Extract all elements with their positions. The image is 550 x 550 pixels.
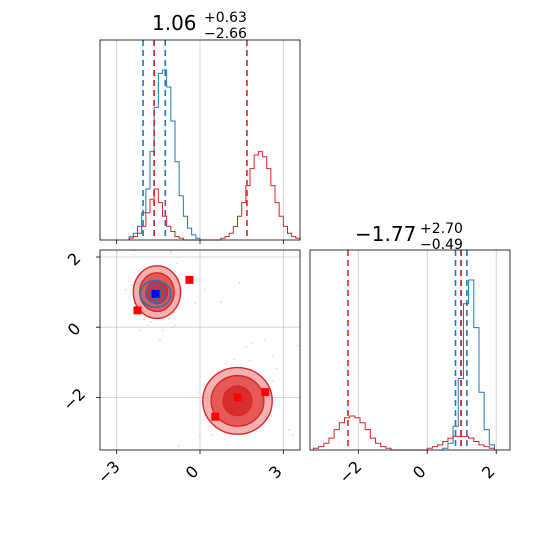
marginal-x-title: 1.06 — [152, 11, 197, 35]
scatter-point — [204, 288, 207, 291]
scatter-point — [177, 445, 180, 448]
scatter-point — [288, 429, 291, 432]
blue-contour-level-2 — [145, 284, 167, 304]
marginal-x-title-upper: +0.63 — [204, 10, 247, 26]
scatter-point — [196, 391, 199, 394]
scatter-point — [250, 341, 253, 344]
scatter-point — [138, 329, 141, 332]
marginal-y-panel: −2 0 2 −1.77 +2.70 −0.49 — [309, 221, 511, 487]
red-square-marker — [211, 412, 220, 421]
scatter-point — [116, 250, 118, 253]
scatter-point — [245, 346, 248, 349]
x-tick-label: 3 — [265, 462, 286, 483]
scatter-point — [194, 302, 196, 304]
x-tick-label: −3 — [94, 457, 124, 487]
marginal-x-grid — [116, 40, 284, 240]
scatter-point — [248, 359, 251, 362]
y-tick-label: 2 — [64, 249, 85, 270]
red-square-marker — [233, 393, 242, 402]
scatter-point — [296, 344, 299, 347]
scatter-point — [238, 282, 241, 284]
x-tick-label: 0 — [182, 462, 203, 483]
marginal-y-ticks: −2 0 2 — [335, 450, 499, 487]
joint-markers — [133, 275, 270, 421]
scatter-point — [263, 338, 266, 341]
red-square-marker — [133, 306, 142, 315]
scatter-point — [133, 302, 136, 305]
scatter-point — [176, 262, 178, 265]
scatter-point — [220, 300, 223, 303]
y-tick-label: 0 — [64, 319, 85, 340]
marginal-x-title-lower: −2.66 — [204, 26, 247, 42]
red-square-marker — [185, 275, 194, 284]
histogram-step-blue — [442, 279, 495, 450]
joint-grid — [100, 250, 300, 450]
marginal-y-title: −1.77 — [355, 222, 416, 246]
scatter-point — [274, 399, 277, 402]
scatter-point — [143, 318, 145, 321]
scatter-point — [125, 288, 127, 291]
scatter-point — [291, 434, 294, 437]
scatter-point — [210, 425, 212, 427]
scatter-point — [224, 363, 227, 366]
scatter-point — [169, 250, 172, 253]
scatter-point — [150, 321, 152, 323]
marginal-x-ticks — [116, 240, 284, 244]
scatter-point — [161, 329, 164, 332]
scatter-point — [171, 326, 174, 329]
x-tick-label: 2 — [478, 462, 499, 483]
scatter-point — [173, 324, 176, 327]
marginal-y-frame — [309, 249, 511, 451]
marginal-y-grid — [357, 250, 497, 450]
x-tick-label: 0 — [409, 462, 430, 483]
scatter-point — [216, 371, 219, 373]
marginal-x-quantile-lines — [142, 40, 248, 240]
y-tick-label: −2 — [59, 384, 89, 414]
scatter-point — [275, 367, 278, 370]
blue-contour-level-1 — [139, 279, 172, 308]
scatter-point — [271, 379, 274, 382]
scatter-point — [233, 358, 236, 361]
scatter-point — [131, 284, 133, 287]
x-tick-label: −2 — [335, 457, 365, 487]
marginal-y-title-lower: −0.49 — [420, 237, 463, 253]
blue-square-marker — [151, 289, 160, 298]
blue-contour-level-3 — [149, 288, 162, 300]
marginal-y-quantile-lines — [347, 250, 468, 450]
marginal-y-title-upper: +2.70 — [420, 221, 463, 237]
scatter-point — [271, 354, 274, 357]
scatter-point — [147, 324, 150, 327]
scatter-point — [211, 434, 214, 437]
scatter-point — [159, 339, 161, 342]
scatter-point — [169, 317, 171, 320]
red-square-marker — [261, 388, 270, 397]
joint-panel: −3 0 3 −2 0 2 — [59, 249, 301, 487]
marginal-x-panel: 1.06 +0.63 −2.66 — [99, 10, 301, 244]
scatter-point — [198, 435, 201, 438]
